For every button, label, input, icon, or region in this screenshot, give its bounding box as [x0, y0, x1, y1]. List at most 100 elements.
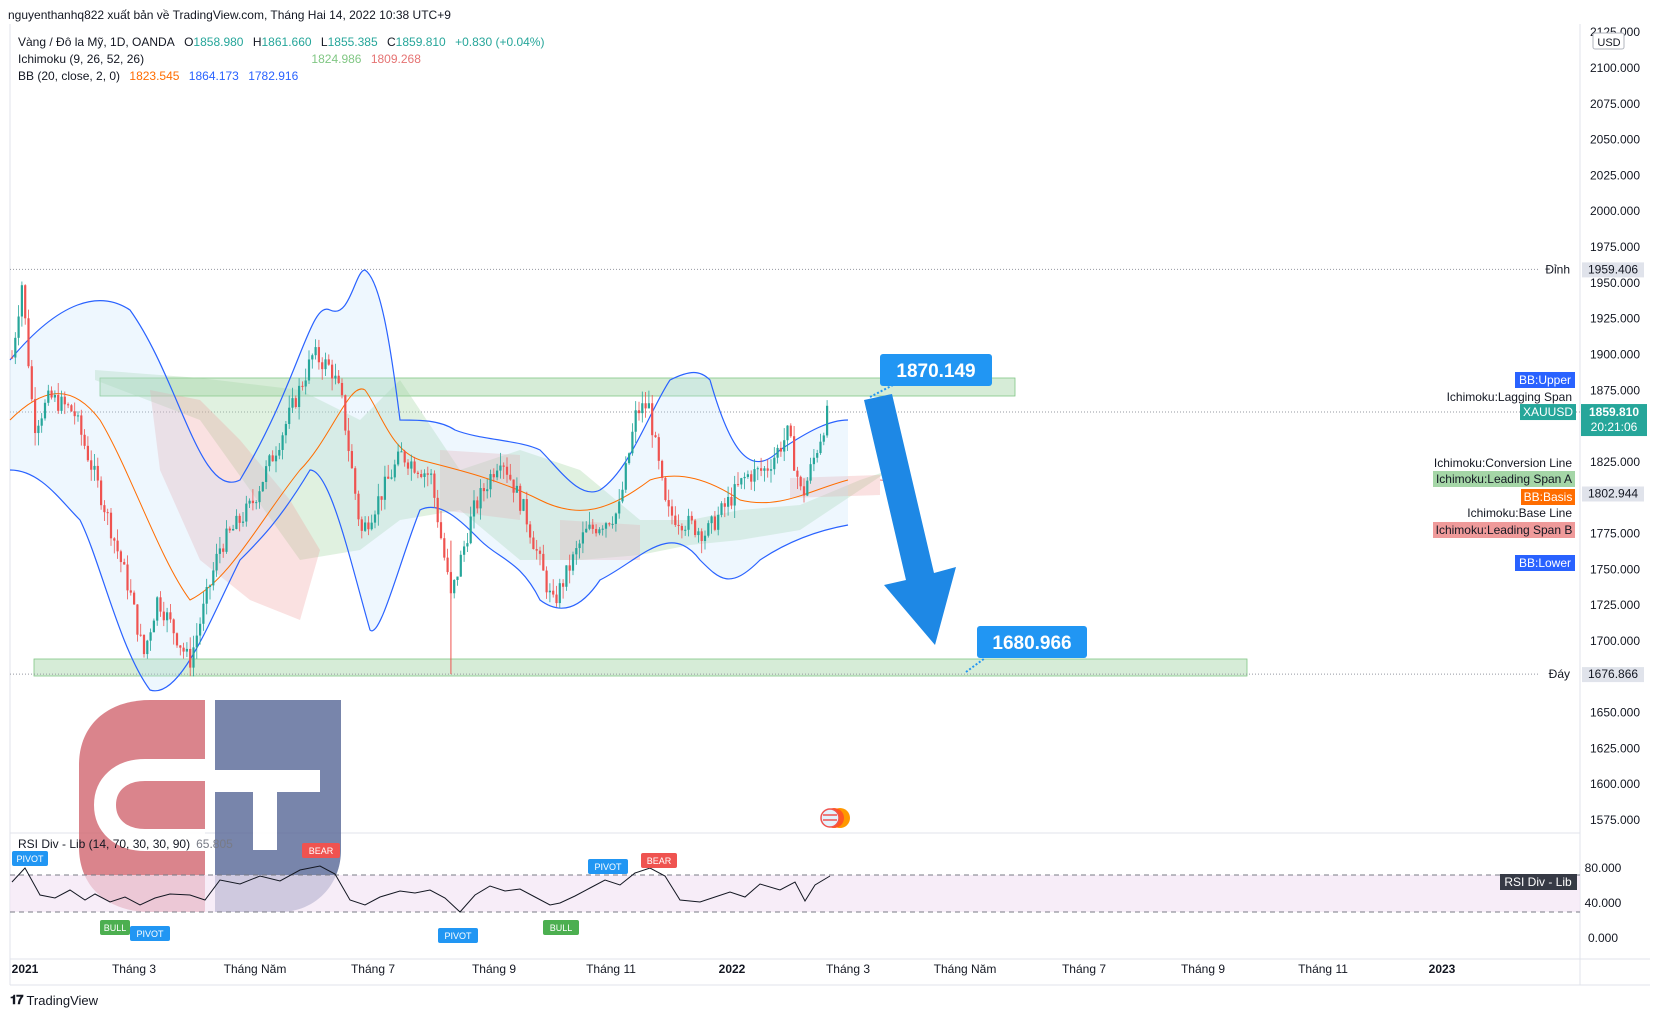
candle-body — [17, 316, 20, 338]
candle-body — [403, 451, 406, 463]
price-axis[interactable]: 2125.000 2100.000 2075.000 2050.000 2025.000… — [1590, 25, 1640, 827]
ichimoku-leading-b-line — [879, 479, 901, 483]
time-tick-label: 2022 — [719, 962, 746, 976]
time-tick-label: Tháng Năm — [934, 962, 997, 976]
bb-band-fill — [10, 270, 848, 691]
candle-body — [783, 440, 786, 452]
candle-body — [512, 479, 515, 493]
candle-body — [383, 476, 386, 500]
candle-body — [10, 357, 14, 359]
candle-body — [568, 565, 571, 571]
time-axis[interactable]: 2021 Tháng 3 Tháng Năm Tháng 7 Tháng 9 Tháng … — [12, 962, 1456, 976]
candle-body — [713, 516, 716, 530]
bb-lower-tag-text: BB:Lower — [1519, 556, 1571, 570]
candle-body — [14, 337, 17, 358]
candle-body — [57, 394, 60, 411]
candle-body — [677, 524, 680, 526]
candle-body — [710, 516, 713, 524]
candle-body — [535, 549, 538, 551]
price-tick-label: 2125.000 — [1590, 25, 1640, 39]
candle-body — [819, 441, 822, 454]
ohlc-high: H1861.660 — [252, 35, 312, 49]
candle-body — [426, 473, 429, 475]
candle-body — [34, 399, 37, 434]
candle-body — [205, 587, 208, 604]
candle-body — [730, 496, 733, 506]
candle-body — [298, 385, 301, 408]
events-flag-icon[interactable] — [820, 808, 850, 828]
candle-body — [179, 645, 182, 648]
candle-body — [162, 611, 165, 621]
candle-body — [624, 463, 627, 490]
candle-body — [802, 486, 806, 496]
candle-body — [809, 464, 812, 481]
candle-body — [637, 410, 641, 414]
candle-body — [796, 470, 799, 477]
candle-body — [73, 411, 76, 417]
candle-body — [291, 398, 294, 408]
candle-body — [337, 375, 340, 383]
candle-body — [136, 604, 139, 635]
candle-body — [63, 396, 66, 405]
symbol-name: Vàng / Đô la Mỹ, 1D, OANDA — [18, 35, 175, 49]
time-tick-label: 2021 — [12, 962, 39, 976]
rsi-tag: RSI Div - Lib — [1500, 874, 1577, 890]
candle-body — [192, 647, 195, 668]
price-tick-label: 1575.000 — [1590, 813, 1640, 827]
candle-body — [113, 538, 116, 541]
candle-body — [634, 410, 637, 432]
candle-body — [614, 513, 617, 524]
rsi-bull-2-text: BULL — [550, 923, 573, 933]
candle-body — [331, 364, 334, 379]
candle-body — [370, 522, 373, 530]
target-high-label: 1870.149 — [896, 361, 975, 382]
ohlc-open: O1858.980 — [184, 35, 244, 49]
candle-body — [436, 497, 439, 523]
rsi-pivot-1: PIVOT — [12, 851, 48, 866]
ichimoku-cloud-bull — [95, 370, 890, 560]
time-tick-label: Tháng 7 — [1062, 962, 1106, 976]
candle-body — [446, 557, 449, 573]
candle-body — [674, 515, 677, 525]
bottom-level-value: 1676.866 — [1588, 667, 1638, 681]
price-tick-label: 1925.000 — [1590, 312, 1640, 326]
bb-upper-tag: BB:Upper — [1515, 372, 1575, 388]
bb-basis-tag: BB:Basis — [1521, 489, 1575, 505]
candle-body — [393, 464, 396, 478]
candle-body — [489, 474, 492, 490]
candle-body — [311, 355, 314, 360]
target-high-callout: 1870.149 — [869, 354, 992, 398]
candle-body — [459, 554, 462, 577]
average-level-value: 1802.944 — [1588, 486, 1638, 500]
candle-body — [172, 619, 175, 634]
candle-body — [575, 548, 578, 555]
leading-span-a-tag: Ichimoku:Leading Span A — [1433, 471, 1575, 487]
candle-body — [496, 470, 499, 478]
candle-body — [357, 493, 360, 520]
candle-body — [258, 491, 261, 503]
resistance-zone — [99, 377, 1016, 397]
rsi-pivot-4-text: PIVOT — [594, 862, 622, 872]
candle-body — [644, 403, 647, 409]
target-low-label: 1680.966 — [992, 633, 1071, 654]
price-tick-label: 1900.000 — [1590, 347, 1640, 361]
candle-body — [618, 501, 621, 514]
candle-body — [538, 550, 542, 554]
candle-body — [271, 455, 274, 462]
candle-body — [152, 620, 155, 633]
candle-body — [542, 553, 545, 571]
candle-body — [812, 457, 815, 465]
candle-body — [24, 285, 27, 319]
candle-body — [20, 285, 23, 317]
rsi-pivot-3: PIVOT — [438, 928, 478, 943]
candle-body — [799, 476, 802, 487]
rsi-bear-2: BEAR — [641, 853, 677, 868]
candle-body — [779, 447, 782, 452]
rsi-axis[interactable]: 80.000 40.000 0.000 — [1585, 861, 1622, 945]
candle-body — [661, 460, 664, 478]
leading-span-a-tag-text: Ichimoku:Leading Span A — [1436, 472, 1572, 486]
ichimoku-name: Ichimoku (9, 26, 52, 26) — [18, 52, 145, 66]
candle-body — [321, 362, 324, 370]
conversion-line-tag: Ichimoku:Conversion Line — [1434, 456, 1572, 470]
